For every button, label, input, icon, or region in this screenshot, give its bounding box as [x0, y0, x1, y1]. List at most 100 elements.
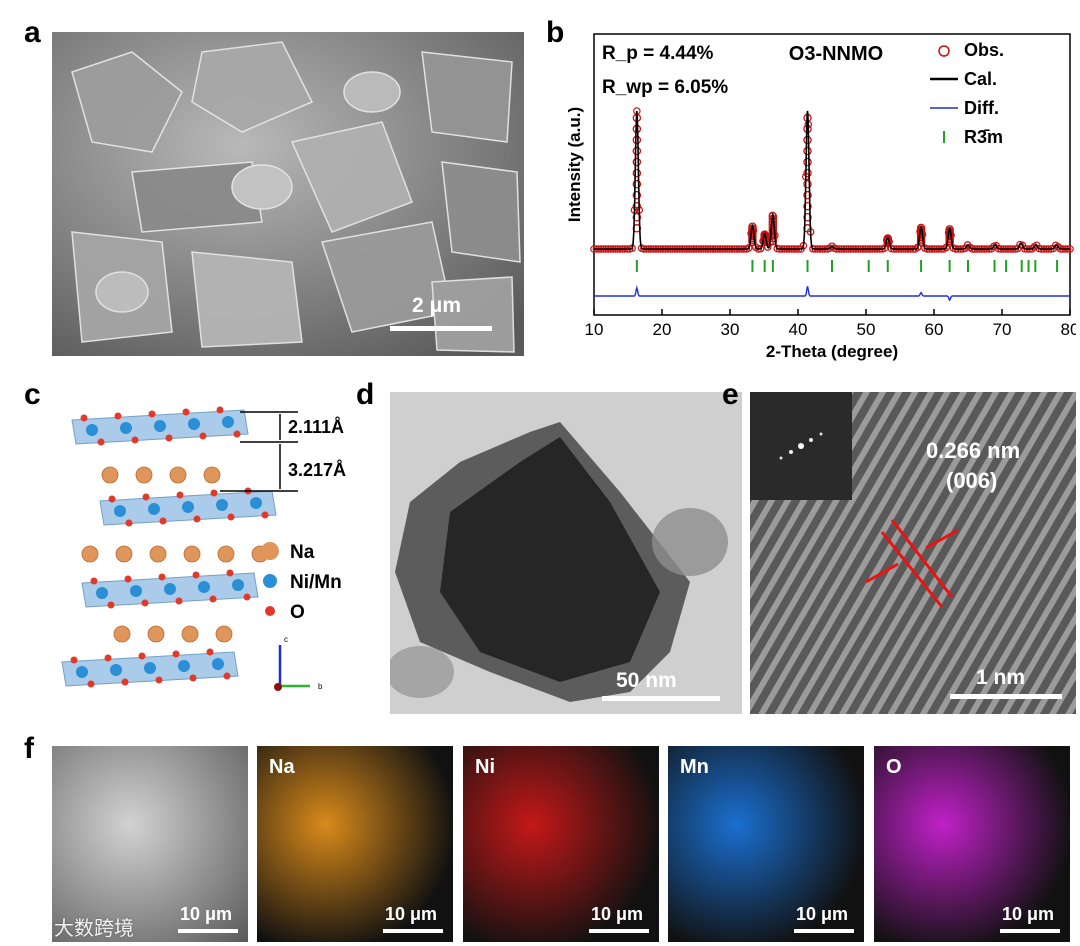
panel-b-letter: b — [546, 16, 565, 49]
ni-mn-atom — [148, 503, 160, 515]
obs-point — [632, 146, 642, 156]
o-atom — [159, 517, 167, 525]
eds-map-mn: Mn 10 μm — [668, 746, 864, 942]
obs-point — [768, 234, 778, 243]
obs-point — [916, 223, 926, 233]
obs-point — [632, 213, 642, 222]
panel-d-scalebar-label: 50 nm — [616, 669, 677, 692]
na-atom — [169, 466, 187, 484]
o-atom — [199, 432, 207, 440]
y-axis-label: Intensity (a.u.) — [565, 107, 584, 222]
obs-point — [760, 230, 769, 239]
ni-mn-atom — [178, 660, 190, 672]
obs-point — [803, 201, 812, 211]
chart-title: O3-NNMO — [789, 43, 883, 65]
legend-na-label: Na — [290, 542, 315, 563]
ni-mn-atom — [154, 420, 166, 432]
obs-point — [768, 236, 778, 246]
fringe-marker-2 — [890, 519, 954, 598]
eds-scalebar-label: 10 μm — [796, 904, 849, 924]
na-atom — [147, 625, 165, 643]
axis-c-label: c — [284, 635, 288, 644]
ni-mn-atom — [222, 416, 234, 428]
panel-e-letter: e — [722, 378, 739, 411]
fringe-arrow-1 — [865, 562, 899, 584]
o-atom — [227, 513, 235, 521]
fringe-arrow-2 — [925, 528, 959, 550]
o-atom — [87, 680, 95, 688]
panel-d-scalebar-line — [602, 696, 720, 701]
obs-point — [632, 168, 642, 178]
o-atom — [131, 436, 139, 444]
o-atom — [142, 493, 150, 501]
rp-annotation: R_p = 4.44% — [602, 43, 714, 64]
eds-map-label: Na — [269, 756, 295, 778]
eds-scalebar-line — [1000, 929, 1060, 933]
eds-scalebar-line — [383, 929, 443, 933]
legend-nimn-label: Ni/Mn — [290, 572, 342, 593]
o-atom — [182, 408, 190, 416]
o-atom — [138, 652, 146, 660]
legend-label: Cal. — [964, 69, 997, 89]
o-atom — [114, 412, 122, 420]
o-atom — [243, 593, 251, 601]
o-atom — [193, 515, 201, 523]
ni-mn-atom — [130, 585, 142, 597]
o-atom — [165, 434, 173, 442]
na-atom — [81, 545, 99, 563]
o-atom — [155, 676, 163, 684]
o-atom — [216, 406, 224, 414]
o-atom — [189, 674, 197, 682]
obs-point — [768, 220, 778, 229]
na-atom — [149, 545, 167, 563]
x-tick-label: 80 — [1061, 320, 1076, 339]
spacing-label-bottom: 3.217Å — [288, 460, 346, 480]
panel-a-sem-image: 2 μm — [52, 32, 524, 356]
obs-point — [768, 231, 778, 240]
ni-mn-atom — [96, 587, 108, 599]
x-tick-label: 20 — [653, 320, 672, 339]
fringe-marker-1 — [880, 531, 944, 608]
ni-mn-atom — [110, 664, 122, 676]
eds-scalebar-label: 10 μm — [385, 904, 438, 924]
ni-mn-atom — [164, 583, 176, 595]
o-atom — [70, 656, 78, 664]
na-atom — [215, 625, 233, 643]
obs-point — [748, 222, 757, 231]
panel-e-dspacing-label: 0.266 nm — [926, 438, 1021, 463]
panel-a-letter: a — [24, 16, 41, 49]
eds-map-ni: Ni 10 μm — [463, 746, 659, 942]
panel-e-hrtem-image: 0.266 nm (006) 1 nm — [750, 392, 1076, 714]
x-tick-label: 70 — [993, 320, 1012, 339]
crystal-structure-diagram: 2.111Å 3.217Å Na Ni/Mn O c b — [61, 406, 346, 691]
na-atom — [183, 545, 201, 563]
axis-b-label: b — [318, 682, 323, 691]
obs-point — [803, 213, 812, 222]
o-atom — [141, 599, 149, 607]
ni-mn-atom — [144, 662, 156, 674]
obs-point — [632, 135, 642, 145]
o-atom — [226, 569, 234, 577]
o-atom — [209, 595, 217, 603]
o-atom — [158, 573, 166, 581]
o-atom — [124, 575, 132, 583]
plot-frame — [593, 33, 1071, 316]
o-atom — [233, 430, 241, 438]
o-atom — [107, 601, 115, 609]
legend-nimn-dot — [263, 574, 277, 588]
o-atom — [125, 519, 133, 527]
eds-map-label: Ni — [475, 756, 495, 778]
ni-mn-atom — [198, 581, 210, 593]
na-atom — [113, 625, 131, 643]
eds-scalebar-line — [794, 929, 854, 933]
panel-d-letter: d — [356, 378, 375, 411]
obs-point — [945, 225, 954, 234]
ni-mn-atom — [188, 418, 200, 430]
tem-particle-graphic — [390, 392, 742, 714]
na-atom — [181, 625, 199, 643]
x-tick-label: 10 — [585, 320, 604, 339]
eds-scalebar-label: 10 μm — [1002, 904, 1055, 924]
obs-point — [632, 190, 642, 200]
obs-point — [883, 234, 893, 243]
axis-origin — [274, 683, 282, 691]
